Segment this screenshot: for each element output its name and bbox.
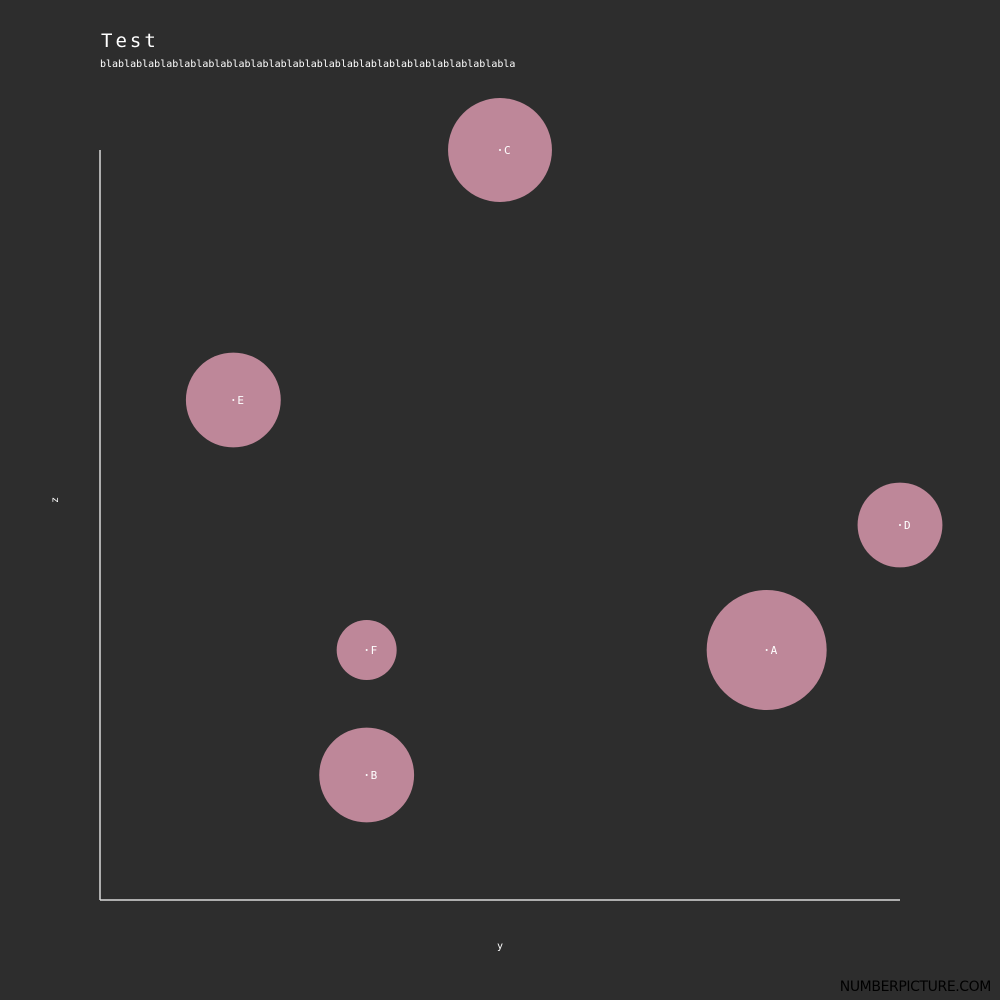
bubble-label-f: F <box>371 644 378 657</box>
bubble-center-dot-e <box>232 399 235 401</box>
bubble-center-dot-b <box>365 774 368 776</box>
bubble-label-b: B <box>371 769 378 782</box>
y-axis-label: z <box>50 497 61 503</box>
chart-title: Test <box>101 30 159 52</box>
x-axis-label: y <box>497 941 503 952</box>
bubble-label-c: C <box>504 144 511 157</box>
bubble-center-dot-a <box>765 649 768 651</box>
watermark: NUMBERPICTURE.COM <box>839 979 992 995</box>
bubble-center-dot-d <box>899 524 901 526</box>
chart-subtitle: blablablablablablablablablablablablablab… <box>100 59 516 70</box>
bubble-label-e: E <box>237 394 244 407</box>
bubble-center-dot-c <box>499 149 501 151</box>
bubbles-group: A C B E D F <box>185 98 943 823</box>
bubble-label-a: A <box>771 644 778 657</box>
bubble-label-d: D <box>904 519 911 532</box>
bubble-center-dot-f <box>365 649 368 651</box>
